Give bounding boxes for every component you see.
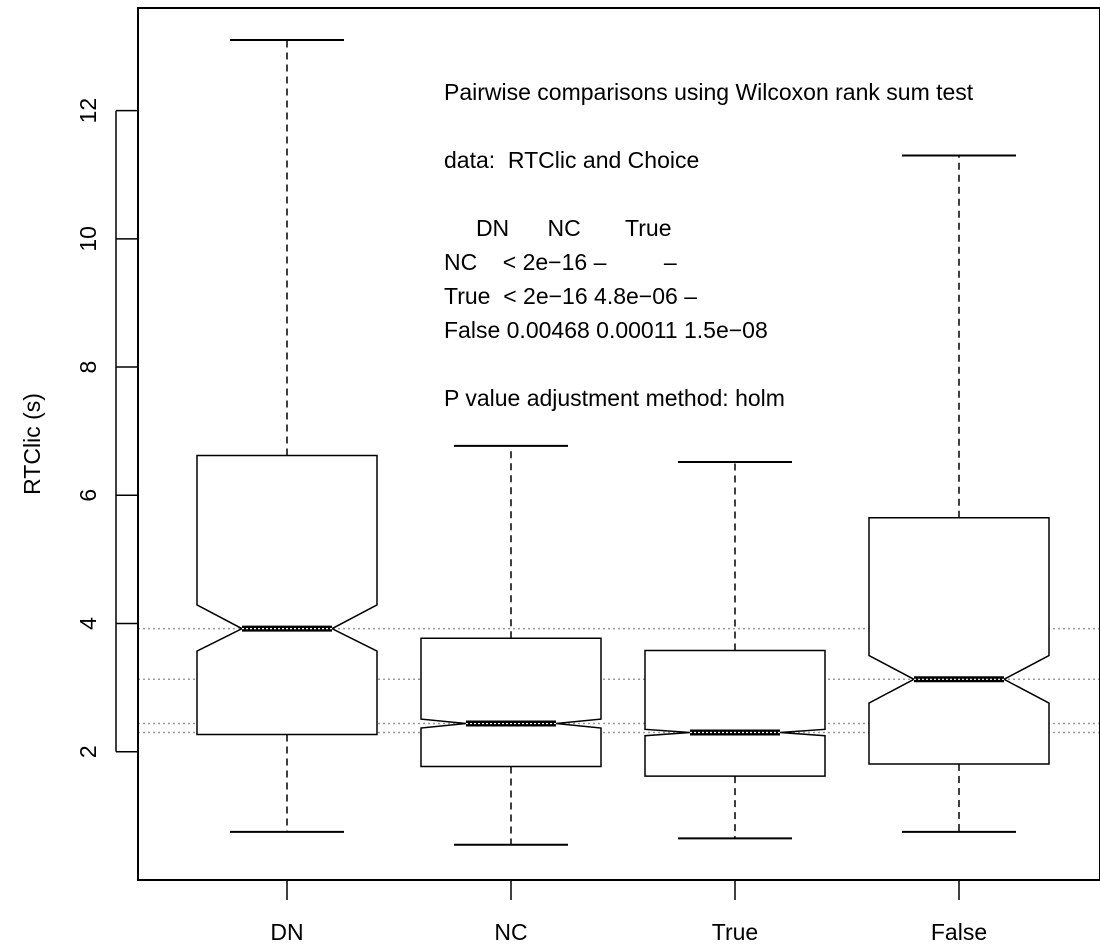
x-tick-label: False [931,919,987,945]
y-tick-label: 6 [75,489,101,502]
box-false [868,154,1050,833]
annotation-line: Pairwise comparisons using Wilcoxon rank… [444,79,974,105]
annotation-line: P value adjustment method: holm [444,385,785,411]
x-tick-label: NC [494,919,527,945]
y-tick-label: 8 [75,361,101,374]
wilcoxon-annotation: Pairwise comparisons using Wilcoxon rank… [444,79,974,411]
x-tick-label: DN [270,919,303,945]
box-body [196,454,378,736]
y-tick-label: 12 [75,98,101,124]
box-body [420,637,602,768]
box-dn [196,39,378,833]
box-nc [420,444,602,846]
annotation-line: True < 2e−16 4.8e−06 – [444,283,697,309]
y-tick-label: 4 [75,617,101,630]
x-axis: DN NC True False [270,879,987,945]
box-body [868,516,1050,765]
box-true [644,460,826,840]
annotation-line: False 0.00468 0.00011 1.5e−08 [444,317,768,343]
y-axis-label: RTClic (s) [19,393,45,495]
annotation-line: data: RTClic and Choice [444,147,699,173]
boxes [196,39,1050,846]
box-body [644,649,826,777]
y-axis: 2 4 6 8 10 12 [75,98,138,758]
x-tick-label: True [712,919,758,945]
annotation-line: DN NC True [444,215,671,241]
annotation-line: NC < 2e−16 – – [444,249,677,275]
y-tick-label: 2 [75,745,101,758]
y-tick-label: 10 [75,226,101,252]
